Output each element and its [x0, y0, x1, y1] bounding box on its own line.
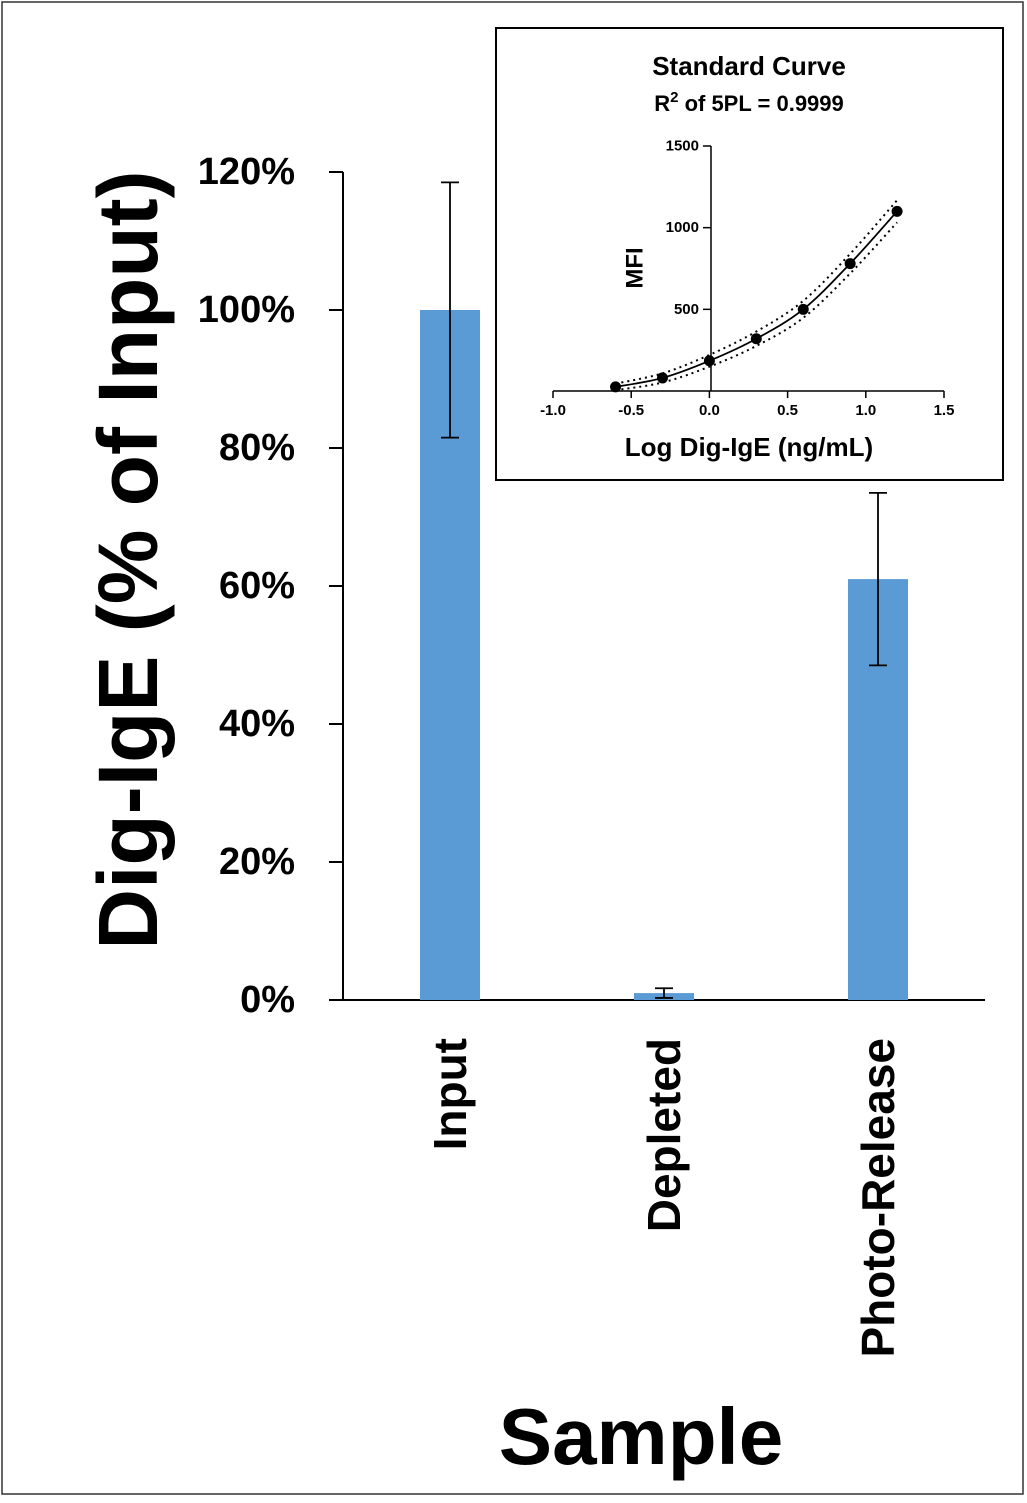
inset-data-point — [703, 355, 715, 367]
main-y-tick-label: 0% — [240, 979, 295, 1021]
inset-data-points — [610, 205, 903, 393]
inset-data-point — [797, 303, 809, 315]
main-y-tick-label: 40% — [219, 703, 295, 745]
inset-data-point — [891, 205, 903, 217]
inset-x-tick-label: 1.5 — [934, 402, 955, 419]
x-tick-label-depleted: Depleted — [638, 1038, 690, 1232]
inset-y-tick-label: 1500 — [666, 138, 699, 155]
inset-x-tick-label: 0.0 — [699, 402, 720, 419]
inset-x-tick-label: 1.0 — [855, 402, 876, 419]
main-error-bars — [441, 181, 887, 999]
inset-x-axis-label: Log Dig-IgE (ng/mL) — [625, 432, 873, 462]
main-y-ticks: 0% 20% 40% 60% 80% 100% 120% — [198, 151, 343, 1021]
inset-data-point — [656, 372, 668, 384]
inset-y-axis-label: MFI — [622, 247, 649, 288]
main-y-tick-label: 120% — [198, 151, 295, 193]
main-x-tick-labels: Input Depleted Photo-Release — [424, 1038, 904, 1358]
inset-frame — [495, 27, 1004, 481]
x-tick-label-input: Input — [424, 1038, 476, 1150]
inset-data-point — [844, 258, 856, 270]
inset-x-tick-label: -1.0 — [540, 402, 566, 419]
inset-standard-curve: Standard Curve R2 of 5PL = 0.9999 500 100… — [495, 27, 1004, 481]
inset-data-point — [750, 333, 762, 345]
inset-x-tick-label: 0.5 — [777, 402, 798, 419]
inset-subtitle-prefix: R — [654, 91, 670, 116]
inset-subtitle-suffix: of 5PL = 0.9999 — [678, 91, 843, 116]
x-tick-label-photo-release: Photo-Release — [852, 1038, 904, 1358]
main-y-tick-label: 100% — [198, 289, 295, 331]
inset-subtitle-sup: 2 — [670, 89, 678, 106]
inset-y-tick-label: 500 — [674, 301, 699, 318]
inset-subtitle: R2 of 5PL = 0.9999 — [654, 89, 844, 116]
inset-y-ticks: 500 1000 1500 — [666, 138, 711, 318]
main-x-axis-label: Sample — [499, 1392, 784, 1481]
main-y-tick-label: 80% — [219, 427, 295, 469]
inset-data-point — [610, 381, 622, 393]
inset-x-ticks: -1.0 -0.5 0.0 0.5 1.0 1.5 — [540, 391, 954, 419]
main-y-axis-label: Dig-IgE (% of Input) — [81, 170, 175, 949]
inset-y-tick-label: 1000 — [666, 219, 699, 236]
inset-title: Standard Curve — [652, 51, 846, 81]
inset-x-tick-label: -0.5 — [618, 402, 644, 419]
main-y-tick-label: 20% — [219, 841, 295, 883]
main-y-tick-label: 60% — [219, 565, 295, 607]
